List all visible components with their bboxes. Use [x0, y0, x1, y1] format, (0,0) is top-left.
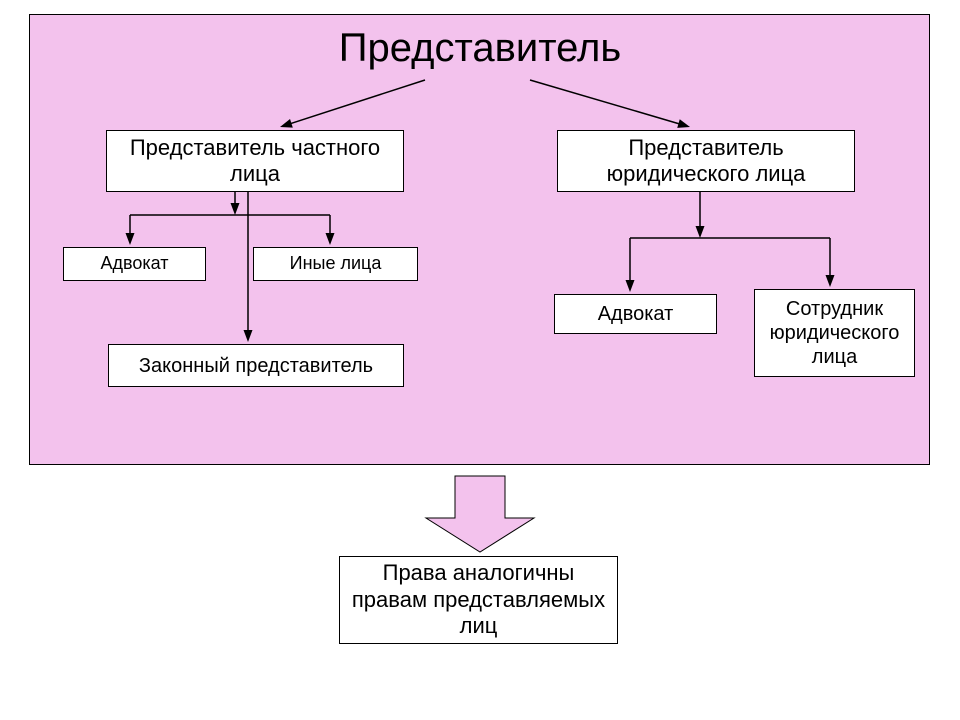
node-legal-entity-rep: Представитель юридического лица: [557, 130, 855, 192]
main-panel: [29, 14, 930, 465]
node-other-persons: Иные лица: [253, 247, 418, 281]
node-rights-analogous: Права аналогичны правам представляемых л…: [339, 556, 618, 644]
node-legal-representative: Законный представитель: [108, 344, 404, 387]
node-label: Представитель юридического лица: [564, 135, 848, 188]
node-label: Сотрудник юридического лица: [761, 297, 908, 369]
node-label: Законный представитель: [139, 354, 373, 378]
diagram-title: Представитель: [280, 26, 680, 76]
node-advocate-left: Адвокат: [63, 247, 206, 281]
node-label: Адвокат: [598, 302, 674, 326]
node-label: Адвокат: [100, 253, 168, 275]
diagram-stage: Представитель Представитель частного лиц…: [0, 0, 960, 720]
node-label: Иные лица: [290, 253, 382, 275]
block-arrow-down-icon: [426, 476, 534, 552]
node-private-person-rep: Представитель частного лица: [106, 130, 404, 192]
node-advocate-right: Адвокат: [554, 294, 717, 334]
node-label: Права аналогичны правам представляемых л…: [346, 560, 611, 639]
node-label: Представитель частного лица: [113, 135, 397, 188]
node-legal-entity-employee: Сотрудник юридического лица: [754, 289, 915, 377]
